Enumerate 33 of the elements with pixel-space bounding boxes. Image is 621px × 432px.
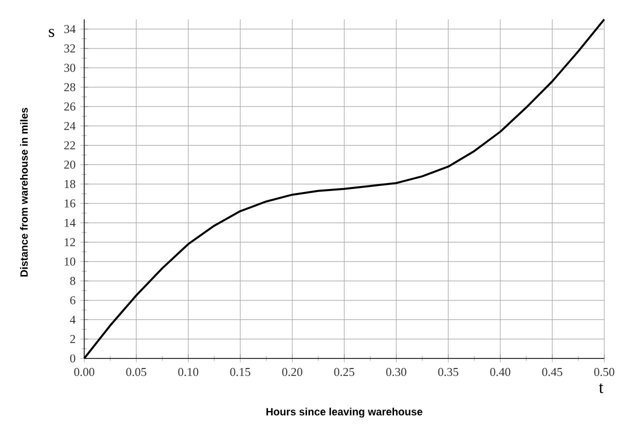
x-tick-label: 0.35 (438, 368, 458, 376)
y-tick-label: 20 (64, 160, 76, 169)
y-tick-label: 10 (64, 257, 76, 266)
x-tick-label: 0.30 (386, 368, 406, 376)
x-tick-label: 0.45 (542, 368, 562, 376)
y-tick-label: 16 (64, 199, 76, 208)
y-tick-label: 26 (64, 102, 76, 111)
x-tick-label: 0.20 (282, 368, 302, 376)
y-tick-label: 24 (64, 122, 76, 130)
x-tick-label: 0.15 (230, 368, 250, 376)
y-tick-label: 0 (70, 354, 76, 362)
y-tick-label: 28 (64, 83, 76, 92)
y-tick-label: 32 (64, 44, 76, 52)
x-tick-label: 0.10 (178, 368, 198, 376)
x-tick-label: 0.05 (126, 368, 146, 376)
y-tick-label: 14 (64, 218, 76, 227)
y-tick-label: 2 (70, 335, 76, 343)
y-axis-title: Distance from warehouse in miles (20, 108, 28, 276)
y-tick-label: 12 (64, 238, 76, 246)
x-axis-title: Hours since leaving warehouse (266, 408, 422, 418)
text: t (598, 383, 604, 394)
x-tick-label: 0.50 (594, 368, 614, 376)
x-tick-label: 0.40 (490, 368, 510, 376)
y-tick-label: 30 (64, 64, 76, 72)
y-tick-label: 4 (70, 316, 76, 324)
y-tick-label: 18 (64, 180, 76, 188)
y-tick-label: 34 (64, 25, 76, 34)
y-tick-label: 22 (64, 141, 76, 150)
text: s (48, 28, 54, 38)
y-tick-label: 6 (70, 296, 76, 304)
x-tick-label: 0.25 (334, 368, 354, 376)
y-tick-label: 8 (70, 276, 76, 285)
x-tick-label: 0.00 (74, 368, 94, 376)
